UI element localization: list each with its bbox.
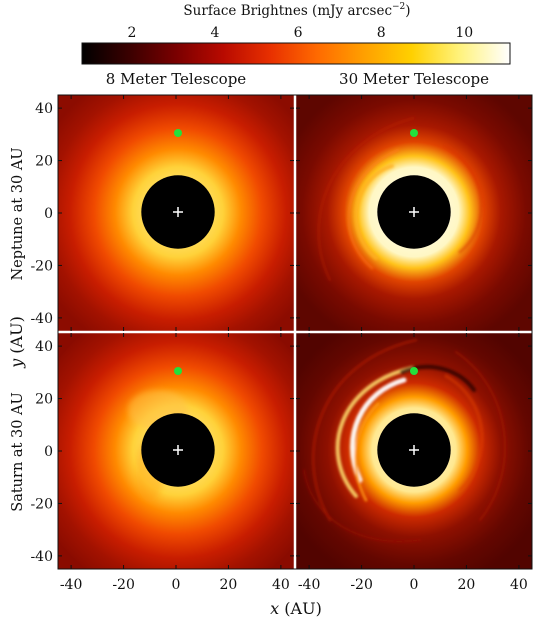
planet-marker	[174, 129, 182, 137]
colorbar-tick-label: 4	[211, 25, 220, 41]
column-title-8m: 8 Meter Telescope	[106, 70, 247, 88]
axis-tick-label: 40	[510, 577, 528, 593]
axis-tick-label: -20	[350, 577, 373, 593]
colorbar-gradient	[81, 42, 511, 65]
planet-marker	[410, 367, 418, 375]
colorbar-tick-label: 8	[377, 25, 386, 41]
axis-tick-label: -20	[30, 258, 53, 274]
axis-tick-label: -20	[30, 496, 53, 512]
axis-tick-label: 40	[35, 101, 53, 117]
colorbar-tick-label: 10	[455, 25, 473, 41]
axis-tick-labels: -40 -20 0 20 40 -40 -20 0 20 40 40 20 0 -20 -40 40 20 0 -2…	[30, 101, 527, 593]
axis-tick-label: 40	[35, 339, 53, 355]
x-axis-label: x (AU)	[270, 599, 322, 618]
row-label-neptune: Neptune at 30 AU	[10, 147, 26, 280]
axis-tick-label: 20	[219, 577, 237, 593]
planet-marker	[410, 129, 418, 137]
axis-tick-label: -40	[30, 311, 53, 327]
colorbar: Surface Brightnes (mJy arcsec−2) 2 4 6 8 10	[81, 2, 511, 65]
planet-marker	[174, 367, 182, 375]
axis-tick-label: 40	[272, 577, 290, 593]
colorbar-tick-labels: 2 4 6 8 10	[127, 25, 473, 41]
axis-tick-label: 0	[44, 444, 53, 460]
axis-tick-label: 20	[35, 392, 53, 408]
star-marker	[409, 445, 419, 455]
colorbar-tick-label: 6	[294, 25, 303, 41]
column-title-30m: 30 Meter Telescope	[339, 70, 489, 88]
planet-markers	[174, 129, 418, 375]
row-label-saturn: Saturn at 30 AU	[10, 392, 26, 511]
y-axis-label: y (AU)	[7, 316, 26, 369]
axis-tick-label: 0	[410, 577, 419, 593]
axis-tick-label: -20	[112, 577, 135, 593]
colorbar-label: Surface Brightnes (mJy arcsec−2)	[183, 2, 410, 19]
panel-frame	[57, 94, 533, 570]
star-marker	[409, 207, 419, 217]
axis-tick-label: 0	[172, 577, 181, 593]
axis-tick-label: 20	[457, 577, 475, 593]
star-markers	[173, 207, 419, 455]
axis-tick-label: 20	[35, 154, 53, 170]
colorbar-tick-label: 2	[127, 25, 136, 41]
axis-ticks	[58, 95, 532, 569]
star-marker	[173, 207, 183, 217]
axis-tick-label: -40	[30, 549, 53, 565]
axis-tick-label: 0	[44, 206, 53, 222]
star-marker	[173, 445, 183, 455]
axis-tick-label: -40	[60, 577, 83, 593]
axis-tick-label: -40	[298, 577, 321, 593]
